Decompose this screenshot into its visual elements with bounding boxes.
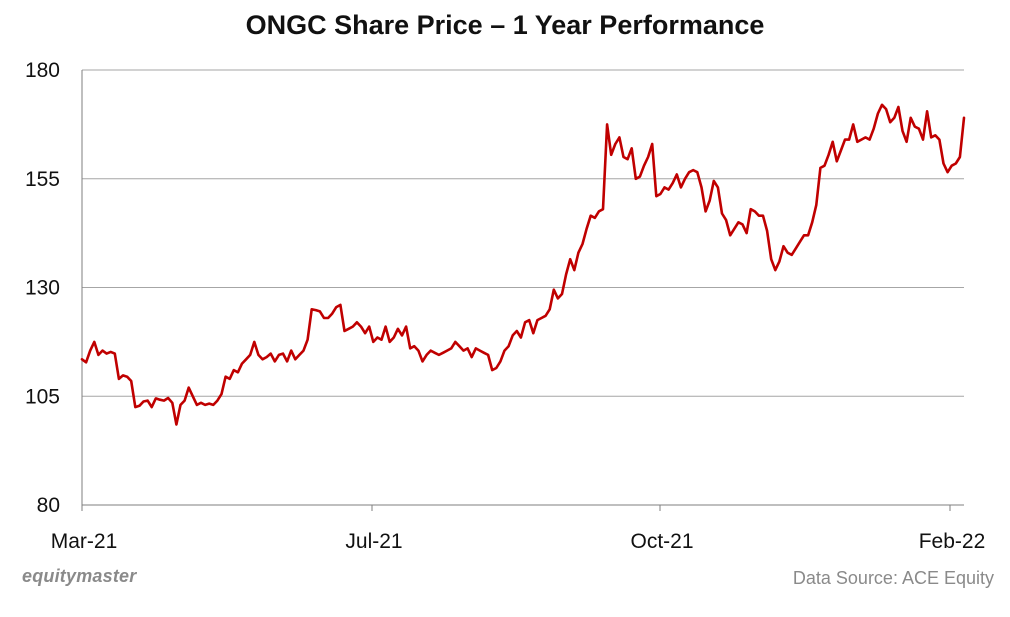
brand-logo-text: equitymaster (22, 566, 137, 586)
y-tick-label-105: 105 (25, 385, 60, 408)
x-tick-label-Jul-21: Jul-21 (345, 530, 402, 553)
data-source-note: Data Source: ACE Equity (792, 568, 994, 588)
gridlines (82, 69, 964, 397)
x-tick-label-Feb-22: Feb-22 (919, 530, 986, 553)
y-tick-label-155: 155 (25, 168, 60, 191)
price-line (80, 103, 966, 426)
y-tick-label-80: 80 (37, 494, 60, 517)
y-tick-label-130: 130 (25, 277, 60, 300)
y-tick-label-180: 180 (25, 59, 60, 82)
x-tick-labels: Mar-21 Jul-21 Oct-21 Feb-22 (51, 530, 986, 553)
x-tick-label-Mar-21: Mar-21 (51, 530, 118, 553)
axes (81, 70, 964, 511)
y-tick-labels: 80 105 130 155 180 (25, 59, 60, 517)
price-series (80, 103, 966, 426)
chart-title: ONGC Share Price – 1 Year Performance (245, 10, 765, 40)
x-tick-label-Oct-21: Oct-21 (630, 530, 693, 553)
